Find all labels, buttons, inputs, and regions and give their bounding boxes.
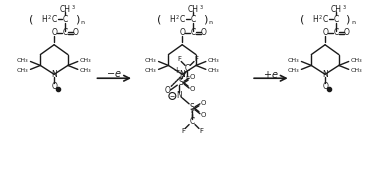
Text: 2: 2: [176, 15, 179, 20]
Text: CH₃: CH₃: [351, 68, 363, 73]
Text: O: O: [73, 28, 79, 37]
Text: N: N: [176, 92, 182, 100]
Text: H: H: [169, 15, 175, 24]
Text: ): ): [74, 14, 79, 24]
Text: CH₃: CH₃: [80, 58, 91, 63]
Text: CH₃: CH₃: [145, 58, 156, 63]
Text: (: (: [157, 14, 162, 24]
Text: C: C: [62, 28, 67, 37]
Text: O: O: [189, 74, 195, 80]
Text: O: O: [179, 28, 185, 37]
Text: O: O: [322, 82, 328, 91]
Text: C: C: [185, 64, 190, 73]
Text: O: O: [200, 100, 205, 106]
Text: C: C: [180, 15, 185, 24]
Text: (: (: [300, 14, 305, 24]
Text: 3: 3: [200, 5, 203, 10]
Text: n: n: [352, 20, 356, 25]
Text: CH: CH: [60, 5, 71, 14]
Text: CH₃: CH₃: [145, 68, 156, 73]
Text: C: C: [51, 15, 57, 24]
Text: $+e$: $+e$: [263, 69, 279, 80]
Text: (: (: [29, 14, 34, 24]
Text: O: O: [51, 82, 57, 91]
Text: C: C: [333, 28, 339, 37]
Text: 2: 2: [319, 15, 322, 20]
Text: O: O: [201, 28, 207, 37]
Text: n: n: [209, 20, 213, 25]
Text: CH: CH: [330, 5, 341, 14]
Text: O: O: [165, 86, 171, 95]
Text: C: C: [62, 15, 67, 24]
Text: 2: 2: [48, 15, 51, 20]
Text: N: N: [51, 70, 57, 79]
Text: CH₃: CH₃: [288, 58, 299, 63]
Text: O: O: [51, 28, 57, 37]
Text: S: S: [190, 103, 194, 112]
Text: −: −: [170, 93, 175, 99]
Text: F: F: [185, 76, 189, 82]
Text: CH₃: CH₃: [288, 68, 299, 73]
Text: CH₃: CH₃: [208, 58, 220, 63]
Text: C: C: [191, 28, 196, 37]
Text: N: N: [322, 70, 328, 79]
Text: CH₃: CH₃: [351, 58, 363, 63]
Text: 3: 3: [71, 5, 74, 10]
Text: CH₃: CH₃: [17, 58, 28, 63]
Text: H: H: [42, 15, 47, 24]
Text: 3: 3: [342, 5, 345, 10]
Text: C: C: [323, 15, 328, 24]
Text: +: +: [173, 66, 180, 75]
Text: O: O: [344, 28, 350, 37]
Text: CH₃: CH₃: [80, 68, 91, 73]
Text: S: S: [179, 78, 183, 87]
Text: CH₃: CH₃: [17, 68, 28, 73]
Text: F: F: [199, 128, 203, 134]
Text: O: O: [200, 112, 205, 118]
Text: F: F: [181, 128, 185, 134]
Text: n: n: [81, 20, 85, 25]
Text: CH: CH: [187, 5, 198, 14]
Text: C: C: [333, 15, 339, 24]
Text: F: F: [177, 55, 181, 61]
Text: F: F: [190, 108, 194, 114]
Text: ): ): [345, 14, 350, 24]
Text: CH₃: CH₃: [208, 68, 220, 73]
Text: N: N: [179, 70, 185, 79]
Text: C: C: [189, 117, 195, 126]
Text: O: O: [189, 86, 195, 92]
Text: ): ): [203, 14, 207, 24]
Text: F: F: [194, 55, 198, 61]
Text: H: H: [312, 15, 318, 24]
Text: C: C: [191, 15, 196, 24]
Text: $-e$: $-e$: [106, 69, 122, 79]
Text: O: O: [322, 28, 328, 37]
